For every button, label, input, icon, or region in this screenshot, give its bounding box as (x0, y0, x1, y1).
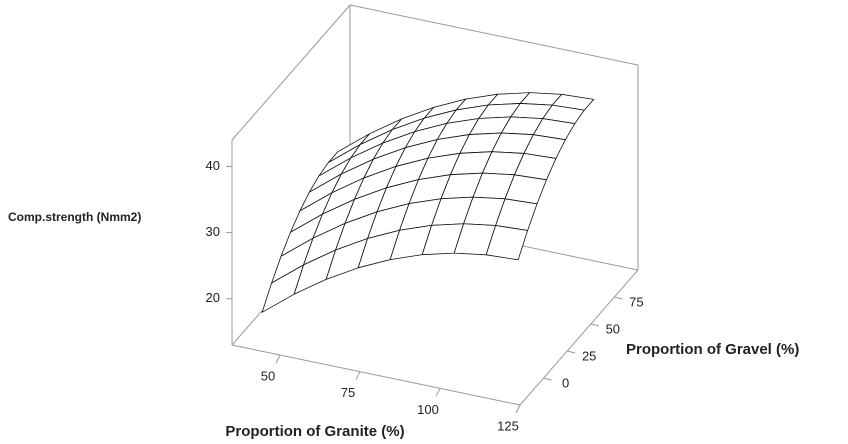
y-tick (567, 350, 576, 354)
surface-patch (485, 225, 529, 261)
x-tick (515, 404, 521, 414)
box-edge (231, 4, 351, 141)
y-tick-label: 75 (629, 294, 643, 309)
axis-line (519, 269, 639, 406)
x-tick-label: 75 (341, 385, 355, 400)
x-tick-label: 100 (417, 402, 439, 417)
z-tick-label: 30 (206, 224, 220, 239)
y-tick (543, 377, 552, 381)
x-tick (355, 371, 361, 380)
x-tick-label: 125 (497, 418, 519, 433)
y-axis-label: Proportion of Gravel (%) (626, 341, 799, 358)
y-tick-label: 0 (562, 375, 569, 390)
x-tick (275, 354, 281, 364)
x-tick-label: 50 (261, 368, 275, 383)
y-tick-label: 25 (582, 348, 596, 363)
y-tick (614, 296, 623, 300)
z-tick-label: 20 (206, 290, 220, 305)
x-tick (435, 388, 441, 397)
y-tick (590, 323, 599, 327)
x-axis-label: Proportion of Granite (%) (225, 423, 404, 440)
box-edge (349, 4, 639, 66)
z-axis-label: Comp.strength (Nmm2) (8, 210, 141, 224)
y-tick-label: 50 (606, 321, 620, 336)
z-tick-label: 40 (206, 158, 220, 173)
